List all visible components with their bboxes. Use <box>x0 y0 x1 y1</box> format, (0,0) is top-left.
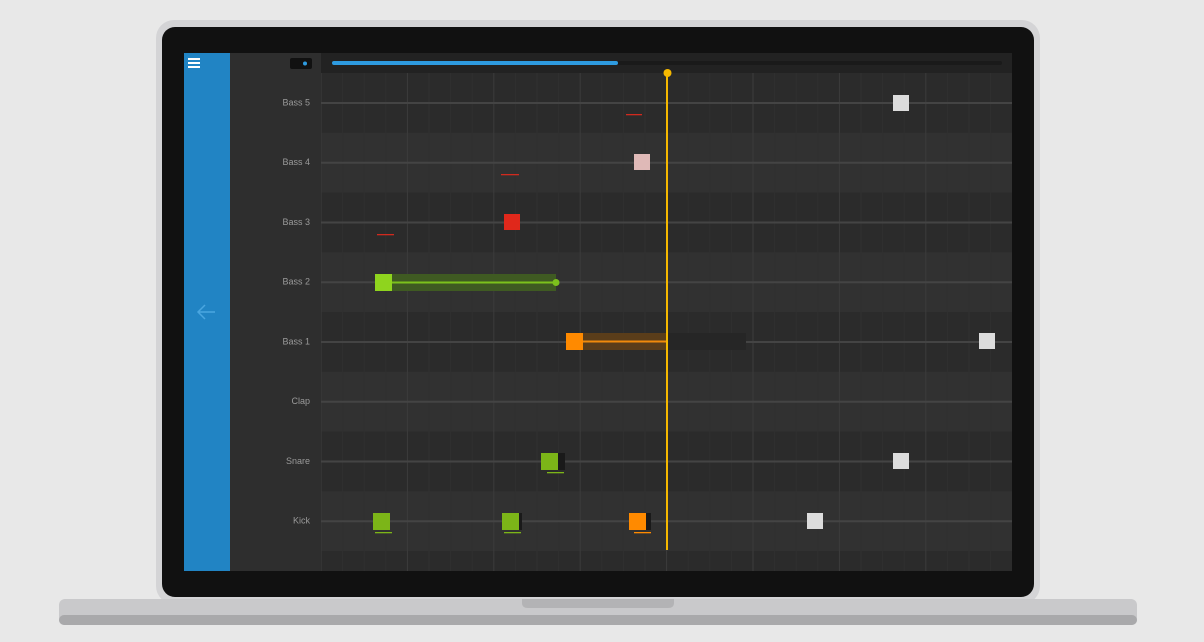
note-handle[interactable] <box>552 279 560 286</box>
note-marker <box>504 532 521 534</box>
note[interactable] <box>541 453 558 470</box>
note[interactable] <box>629 513 646 530</box>
track-label: Bass 5 <box>282 97 310 107</box>
note[interactable] <box>979 333 995 349</box>
track-label: Bass 1 <box>282 336 310 346</box>
note[interactable] <box>373 513 390 530</box>
note-marker <box>626 114 642 116</box>
menu-line <box>188 62 200 64</box>
menu-line <box>188 58 200 60</box>
back-arrow[interactable] <box>196 304 215 320</box>
track-label: Bass 3 <box>282 217 310 227</box>
note[interactable] <box>566 333 583 350</box>
track-label: Snare <box>286 456 310 466</box>
note[interactable] <box>893 453 909 469</box>
note[interactable] <box>504 214 520 230</box>
note-marker <box>547 472 564 474</box>
track-panel <box>230 53 321 571</box>
menu-button[interactable] <box>188 58 200 68</box>
note-marker <box>634 532 651 534</box>
menu-line <box>188 66 200 68</box>
note-length <box>667 333 746 350</box>
laptop-base-edge <box>59 615 1137 625</box>
note[interactable] <box>502 513 519 530</box>
progress-fill <box>332 61 618 65</box>
note-marker <box>375 532 392 534</box>
note[interactable] <box>893 95 909 111</box>
toggle-dot <box>303 61 307 66</box>
note-marker <box>377 234 394 236</box>
track-label: Clap <box>291 396 310 406</box>
note-marker <box>501 174 519 176</box>
laptop-notch <box>522 599 674 608</box>
note[interactable] <box>807 513 823 529</box>
note[interactable] <box>375 274 392 291</box>
track-label: Kick <box>293 516 311 526</box>
toggle[interactable] <box>290 58 312 69</box>
track-label: Bass 2 <box>282 277 310 287</box>
playhead-knob[interactable] <box>663 69 672 77</box>
track-label: Bass 4 <box>282 157 310 167</box>
note[interactable] <box>634 154 650 170</box>
